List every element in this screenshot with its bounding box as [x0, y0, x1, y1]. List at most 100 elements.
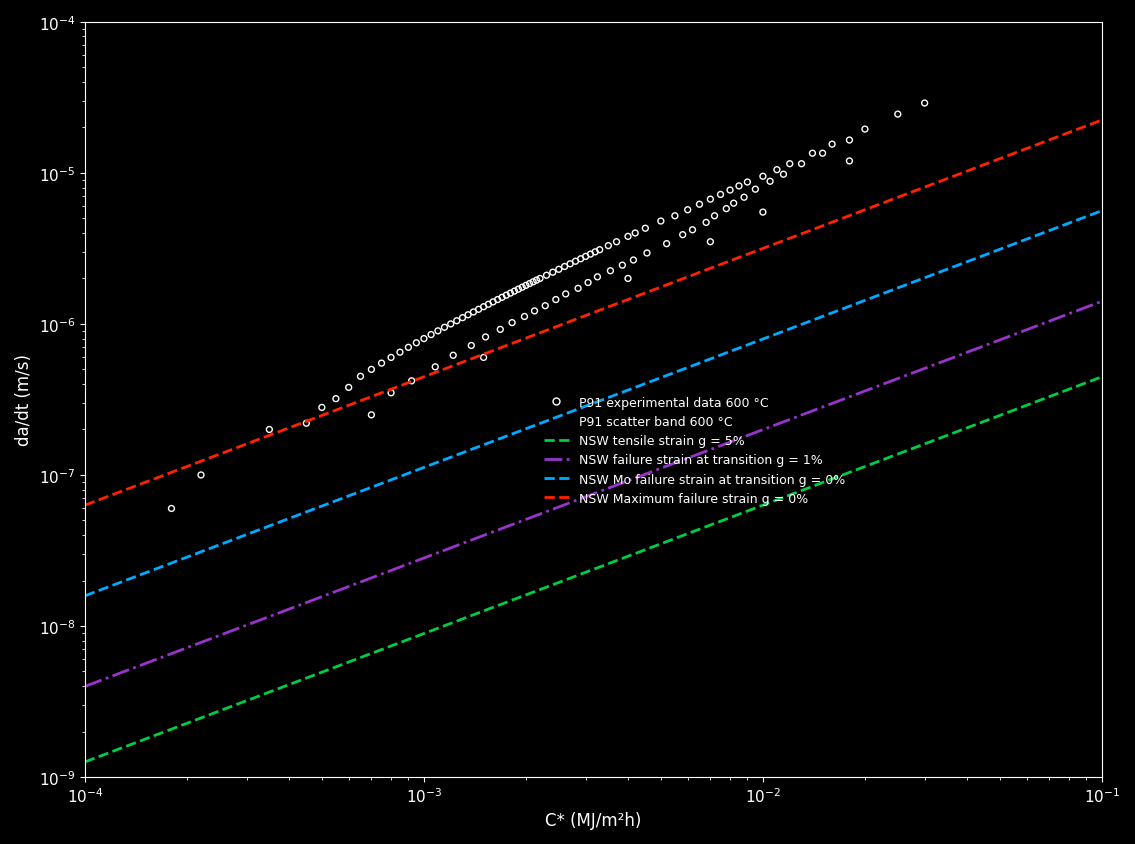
- Point: [422, 328, 440, 342]
- Point: [390, 346, 409, 360]
- Point: [538, 269, 556, 283]
- Point: [556, 288, 574, 301]
- Point: [916, 97, 934, 111]
- Point: [549, 263, 568, 277]
- Point: [362, 363, 380, 376]
- Point: [477, 331, 495, 344]
- Point: [760, 176, 779, 189]
- Point: [566, 255, 585, 268]
- Point: [735, 192, 754, 205]
- Point: [561, 257, 579, 271]
- Point: [531, 273, 549, 286]
- Point: [602, 265, 620, 279]
- Point: [690, 198, 708, 212]
- Point: [513, 281, 531, 295]
- Point: [738, 176, 756, 190]
- Point: [382, 387, 401, 400]
- Point: [599, 240, 617, 253]
- Point: [651, 215, 670, 229]
- Point: [697, 216, 715, 230]
- Point: [516, 279, 535, 293]
- Point: [889, 108, 907, 122]
- Point: [382, 351, 401, 365]
- Point: [613, 259, 631, 273]
- Point: [840, 155, 858, 169]
- Point: [814, 147, 832, 160]
- Point: [491, 323, 510, 337]
- Point: [479, 298, 497, 311]
- Point: [588, 271, 606, 284]
- Point: [447, 315, 465, 328]
- Point: [414, 333, 432, 346]
- Point: [547, 294, 565, 307]
- Point: [503, 316, 521, 330]
- Point: [768, 164, 787, 177]
- Point: [747, 183, 765, 197]
- Point: [754, 206, 772, 219]
- Point: [260, 423, 278, 436]
- Point: [339, 381, 358, 395]
- Point: [521, 278, 539, 291]
- Point: [488, 294, 506, 307]
- Point: [497, 289, 515, 302]
- Point: [462, 339, 480, 353]
- Point: [717, 203, 735, 216]
- Point: [524, 276, 543, 289]
- Point: [528, 274, 546, 288]
- Point: [781, 158, 799, 171]
- Point: [464, 306, 482, 319]
- Point: [459, 309, 477, 322]
- Point: [474, 351, 493, 365]
- Point: [536, 300, 554, 313]
- Point: [624, 254, 642, 268]
- Point: [407, 337, 426, 350]
- Point: [162, 502, 180, 516]
- Point: [638, 247, 656, 261]
- Point: [754, 170, 772, 184]
- Point: [555, 261, 573, 274]
- Point: [544, 266, 562, 279]
- Point: [683, 224, 701, 237]
- Point: [774, 168, 792, 181]
- Point: [701, 235, 720, 249]
- Point: [474, 300, 493, 314]
- Y-axis label: da/dt (m/s): da/dt (m/s): [15, 354, 33, 446]
- Point: [627, 227, 645, 241]
- Point: [701, 193, 720, 207]
- Point: [493, 291, 511, 305]
- Point: [581, 248, 599, 262]
- Point: [510, 283, 528, 296]
- Point: [619, 273, 637, 286]
- Point: [840, 134, 858, 148]
- Point: [586, 246, 604, 259]
- Point: [712, 188, 730, 202]
- Point: [502, 287, 520, 300]
- Point: [484, 295, 502, 309]
- Point: [679, 203, 697, 217]
- Point: [572, 252, 590, 266]
- Point: [505, 285, 523, 299]
- Point: [577, 251, 595, 264]
- Point: [856, 123, 874, 137]
- Point: [804, 147, 822, 160]
- Point: [426, 360, 444, 374]
- Point: [619, 230, 637, 244]
- Legend: P91 experimental data 600 °C, P91 scatter band 600 °C, NSW tensile strain g = 5%: P91 experimental data 600 °C, P91 scatte…: [539, 391, 850, 511]
- Point: [400, 341, 418, 354]
- Point: [515, 311, 533, 324]
- Point: [792, 158, 810, 171]
- Point: [673, 229, 691, 242]
- Point: [403, 375, 421, 388]
- X-axis label: C* (MJ/m²h): C* (MJ/m²h): [545, 811, 641, 829]
- Point: [721, 184, 739, 197]
- Point: [590, 244, 608, 257]
- Point: [706, 210, 724, 224]
- Point: [607, 235, 625, 249]
- Point: [724, 197, 742, 211]
- Point: [579, 277, 597, 290]
- Point: [429, 325, 447, 338]
- Point: [526, 305, 544, 318]
- Point: [436, 322, 454, 335]
- Point: [327, 392, 345, 406]
- Point: [362, 408, 380, 422]
